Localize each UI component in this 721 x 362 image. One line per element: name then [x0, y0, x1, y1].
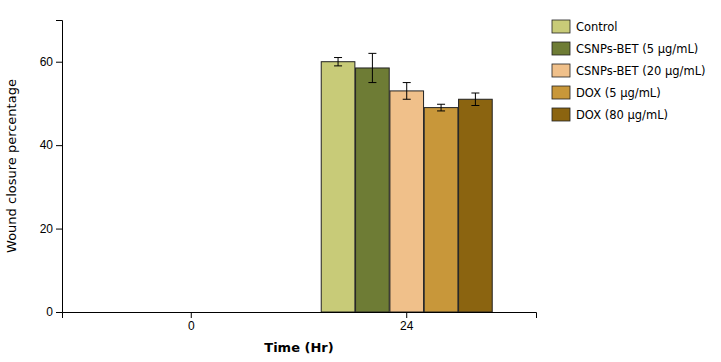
y-axis-title: Wound closure percentage [4, 79, 19, 253]
series [356, 53, 390, 312]
x-tick: 0 [188, 312, 195, 333]
y-tick-mark [56, 62, 62, 63]
legend-item: DOX (5 μg/mL) [552, 86, 661, 100]
bar [321, 62, 355, 312]
legend-label: CSNPs-BET (5 μg/mL) [576, 42, 698, 56]
y-tick: 60 [40, 55, 62, 69]
x-axis: 0 24 [63, 312, 537, 333]
y-tick: 20 [40, 222, 62, 236]
legend-swatch [552, 20, 570, 33]
bar [424, 108, 458, 312]
x-tick-label: 24 [400, 319, 414, 333]
error-bar [437, 104, 445, 111]
legend-swatch [552, 42, 570, 55]
bar [356, 68, 390, 312]
series [321, 58, 355, 312]
y-axis-line [56, 21, 63, 313]
y-tick-label: 20 [40, 222, 54, 236]
x-tick-label: 0 [188, 319, 195, 333]
y-tick-mark [56, 229, 62, 230]
legend-item: Control [552, 20, 618, 34]
error-bar [334, 58, 342, 66]
bar [390, 91, 424, 312]
series [424, 104, 458, 312]
y-tick-mark [56, 312, 62, 313]
legend-label: DOX (5 μg/mL) [576, 86, 661, 100]
chart: 0 24 0 20 40 60 Time (Hr) Wound closure percent… [0, 0, 721, 362]
y-tick-label: 0 [46, 305, 53, 319]
legend-swatch [552, 86, 570, 99]
legend-label: Control [576, 20, 618, 34]
series [390, 83, 424, 312]
plot: 0 24 0 20 40 60 [40, 21, 537, 333]
x-tick-mark [406, 312, 407, 318]
y-tick-label: 40 [40, 138, 54, 152]
legend-swatch [552, 108, 570, 121]
y-tick-label: 60 [40, 55, 54, 69]
legend-swatch [552, 64, 570, 77]
legend-item: CSNPs-BET (20 μg/mL) [552, 64, 706, 78]
error-bar [471, 93, 479, 106]
x-axis-line [63, 313, 537, 319]
marks [321, 53, 492, 312]
legend-item: CSNPs-BET (5 μg/mL) [552, 42, 698, 56]
legend: Control CSNPs-BET (5 μg/mL) CSNPs-BET (20 … [552, 20, 706, 122]
x-tick-mark [191, 312, 192, 318]
legend-label: DOX (80 μg/mL) [576, 108, 668, 122]
y-axis: 0 20 40 60 [40, 21, 63, 320]
y-tick-mark [56, 145, 62, 146]
x-axis-title: Time (Hr) [264, 340, 333, 355]
y-tick: 40 [40, 138, 62, 152]
x-tick: 24 [400, 312, 414, 333]
legend-label: CSNPs-BET (20 μg/mL) [576, 64, 706, 78]
error-bar [368, 53, 376, 82]
series [459, 93, 493, 312]
legend-item: DOX (80 μg/mL) [552, 108, 668, 122]
error-bar [403, 83, 411, 100]
bar [459, 99, 493, 312]
y-tick: 0 [46, 305, 62, 319]
